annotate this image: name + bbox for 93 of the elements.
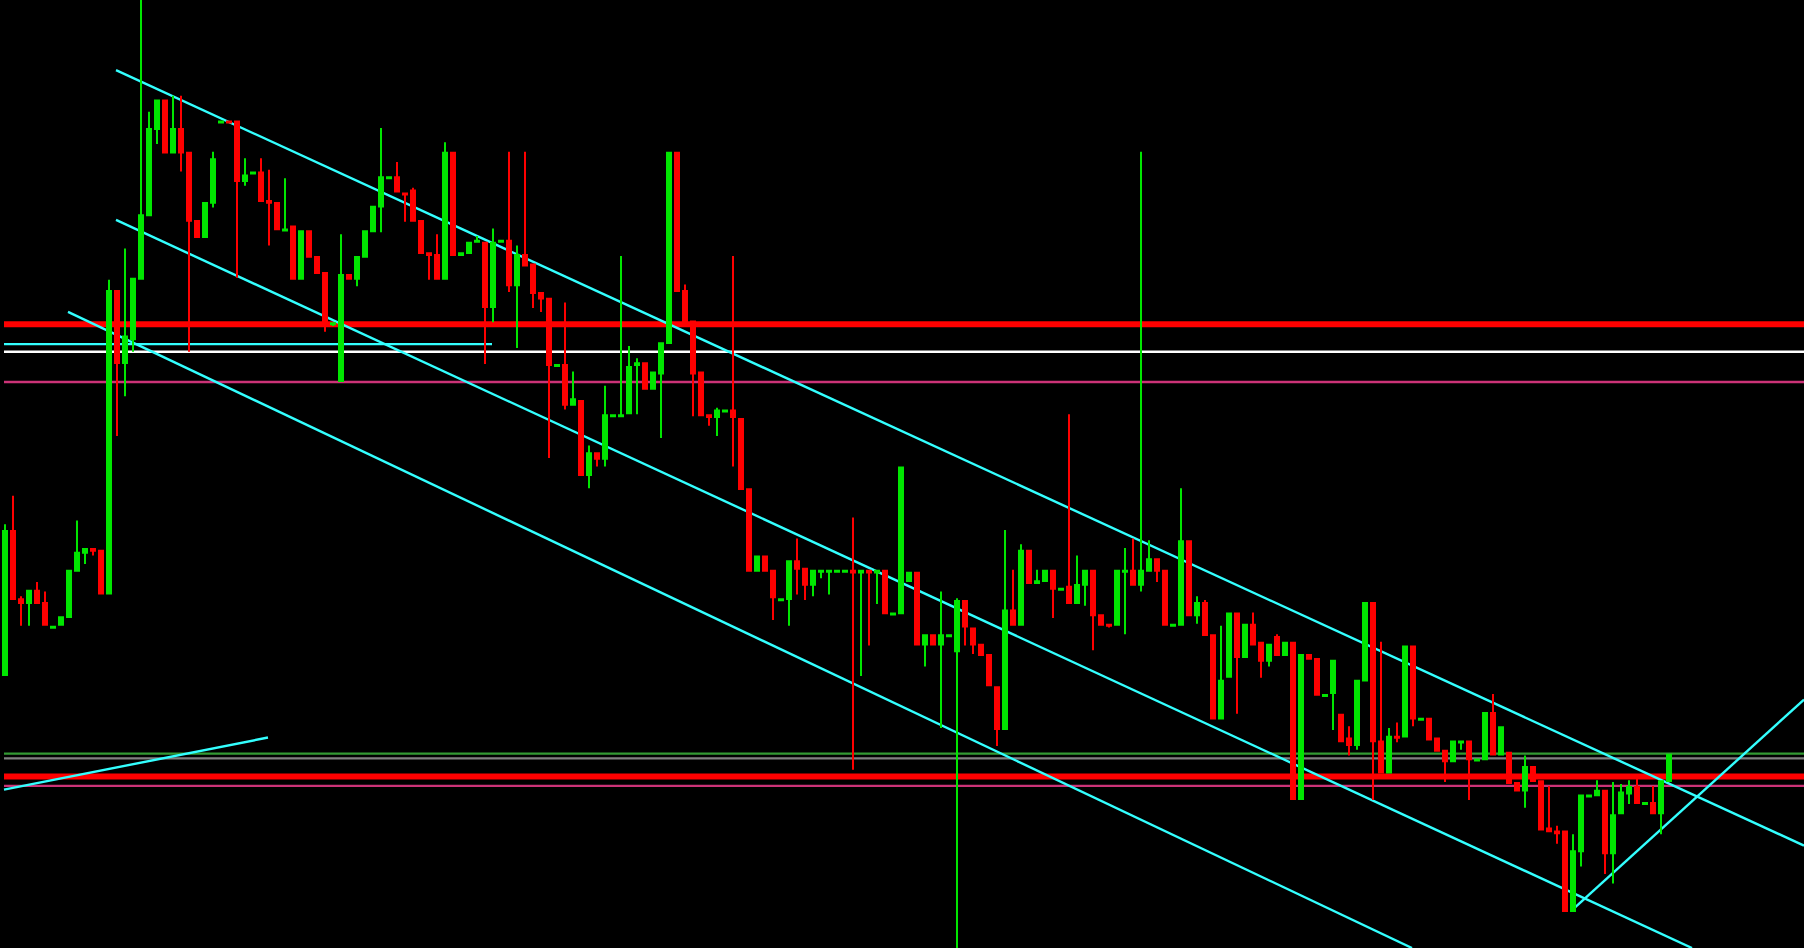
- candlestick: [826, 569, 832, 595]
- candlestick: [442, 142, 448, 280]
- candlestick: [1050, 569, 1056, 619]
- candlestick: [1266, 643, 1272, 667]
- candlestick: [866, 569, 872, 646]
- candlestick: [402, 192, 408, 222]
- candlestick: [1042, 569, 1048, 583]
- candlestick: [1522, 755, 1528, 808]
- candlestick: [1386, 728, 1392, 774]
- candlestick: [98, 549, 104, 595]
- candlestick: [1402, 645, 1408, 738]
- candlestick: [634, 358, 640, 415]
- candlestick: [922, 634, 928, 667]
- candlestick: [346, 273, 352, 280]
- candlestick: [938, 591, 944, 729]
- candlestick: [618, 255, 624, 418]
- candlestick: [290, 225, 296, 280]
- candlestick: [1330, 659, 1336, 730]
- candlestick: [106, 279, 112, 595]
- candlestick: [570, 371, 576, 406]
- candlestick: [234, 120, 240, 278]
- candlestick: [394, 162, 400, 193]
- candlestick: [2, 524, 8, 676]
- candlestick: [1010, 569, 1016, 626]
- candlestick: [1650, 785, 1656, 815]
- candlestick: [162, 99, 168, 154]
- candlestick: [514, 245, 520, 348]
- candlestick: [122, 248, 128, 397]
- candlestick: [1122, 547, 1128, 635]
- candlestick: [626, 346, 632, 415]
- candlestick: [298, 230, 304, 280]
- candlestick: [1394, 722, 1400, 743]
- candlestick: [1090, 569, 1096, 651]
- candlestick: [1226, 612, 1232, 678]
- candlestick: [578, 400, 584, 476]
- candlestick: [1194, 596, 1200, 624]
- candlestick: [1002, 529, 1008, 730]
- candlestick: [1186, 540, 1192, 617]
- candlestick: [642, 362, 648, 390]
- candlestick: [1298, 654, 1304, 801]
- candlestick: [1178, 488, 1184, 626]
- candlestick: [1074, 555, 1080, 604]
- candlestick: [1274, 634, 1280, 657]
- candlestick: [882, 569, 888, 615]
- candlestick: [898, 466, 904, 615]
- candlestick: [1282, 641, 1288, 657]
- candlestick: [930, 634, 936, 646]
- candlestick: [714, 407, 720, 437]
- candlestick: [1034, 569, 1040, 584]
- candlestick: [954, 598, 960, 948]
- candlestick: [1594, 780, 1600, 797]
- candlestick: [970, 627, 976, 655]
- candlestick: [338, 234, 344, 383]
- candlestick: [1498, 726, 1504, 756]
- candlestick: [858, 569, 864, 676]
- candlestick: [466, 241, 472, 255]
- candlestick: [26, 589, 32, 626]
- candlestick: [586, 445, 592, 489]
- candlestick: [754, 555, 760, 572]
- candlestick: [170, 95, 176, 154]
- candlestick: [602, 385, 608, 467]
- candlestick: [1314, 657, 1320, 696]
- candlestick: [242, 158, 248, 186]
- candlestick: [914, 571, 920, 646]
- candlestick: [1602, 789, 1608, 875]
- candlestick: [1482, 711, 1488, 761]
- candlestick: [506, 151, 512, 292]
- candlestick: [874, 569, 880, 604]
- candlestick: [1410, 645, 1416, 727]
- candlestick: [1218, 625, 1224, 720]
- candlestick: [994, 686, 1000, 747]
- candlestick: [786, 560, 792, 626]
- candlestick: [810, 569, 816, 597]
- candlestick: [1562, 830, 1568, 912]
- candlestick: [962, 600, 968, 646]
- candlestick: [1138, 151, 1144, 592]
- candlestick: [1490, 693, 1496, 756]
- candlestick: [378, 127, 384, 233]
- candlestick: [490, 228, 496, 323]
- candlestick: [594, 452, 600, 467]
- candlestick: [1610, 782, 1616, 884]
- candlestick: [282, 178, 288, 232]
- candlestick: [450, 151, 456, 256]
- candlestick: [1450, 740, 1456, 763]
- candlestick: [1066, 414, 1072, 604]
- candlestick: [1234, 612, 1240, 714]
- candlestick: [794, 538, 800, 595]
- candlestick: [1618, 784, 1624, 815]
- candlestick: [1026, 549, 1032, 584]
- candlestick: [1018, 544, 1024, 626]
- candlestick: [1130, 538, 1136, 586]
- candlestick: [434, 234, 440, 280]
- candlestick: [1242, 623, 1248, 658]
